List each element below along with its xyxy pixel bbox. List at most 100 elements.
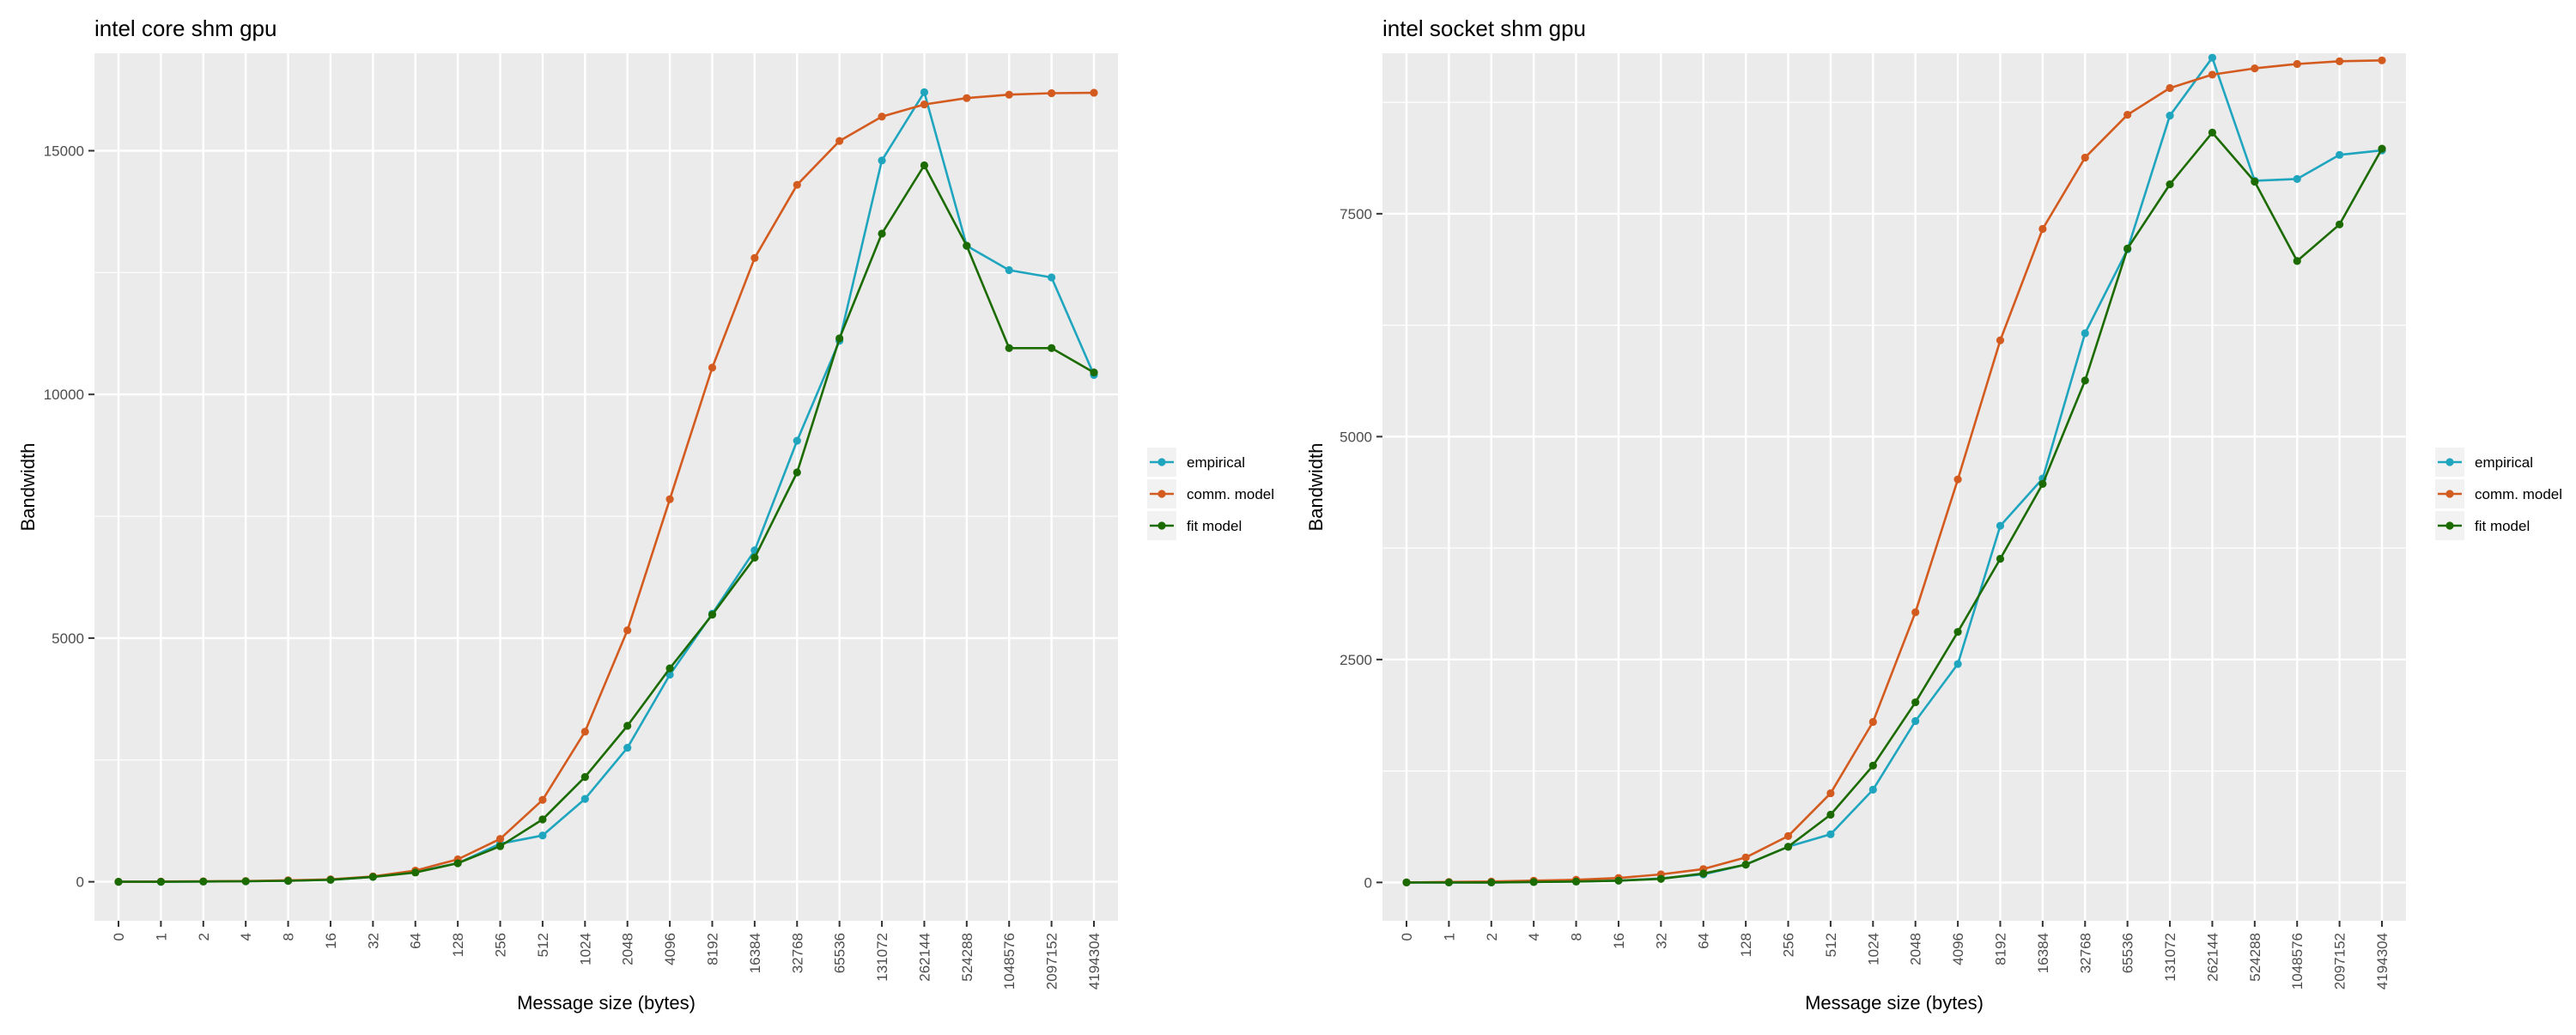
point-empirical <box>2336 150 2344 159</box>
point-comm-model <box>750 253 759 262</box>
point-fit-model <box>750 553 759 562</box>
y-axis-label: Bandwidth <box>1305 443 1327 532</box>
point-fit-model <box>2293 257 2301 265</box>
point-comm-model <box>2208 70 2217 79</box>
x-tick-label: 2097152 <box>1044 933 1060 989</box>
legend-key-point <box>2445 521 2454 530</box>
x-tick-label: 16 <box>1611 933 1627 949</box>
point-comm-model <box>2081 153 2089 162</box>
x-tick-label: 512 <box>535 933 551 957</box>
point-fit-model <box>1048 344 1056 352</box>
point-fit-model <box>1444 878 1453 886</box>
point-empirical <box>1953 660 1962 668</box>
y-axis-label: Bandwidth <box>17 443 39 532</box>
x-tick-label: 262144 <box>2204 933 2221 982</box>
point-comm-model <box>2038 224 2047 234</box>
chart-title: intel core shm gpu <box>94 15 276 41</box>
x-tick-label: 65536 <box>832 933 848 973</box>
point-comm-model <box>2378 56 2386 64</box>
point-empirical <box>920 88 929 96</box>
point-fit-model <box>1614 876 1623 885</box>
x-tick-label: 2048 <box>620 933 636 965</box>
x-axis-label: Message size (bytes) <box>517 992 696 1014</box>
point-empirical <box>1996 521 2005 530</box>
x-tick-label: 524288 <box>2247 933 2263 982</box>
chart-intel-core-shm-gpu: 0 5000 10000 15000 0 1 2 4 8 16 32 64 128 256 512 1024 2… <box>17 15 1274 1014</box>
point-fit-model <box>1953 628 1962 636</box>
point-fit-model <box>2251 177 2259 186</box>
point-fit-model <box>114 878 123 886</box>
point-fit-model <box>1487 878 1496 886</box>
x-axis-label: Message size (bytes) <box>1805 992 1984 1014</box>
point-comm-model <box>1953 475 1962 484</box>
point-comm-model <box>1868 717 1877 727</box>
point-fit-model <box>156 878 165 886</box>
point-empirical <box>538 831 547 840</box>
point-fit-model <box>2166 180 2174 189</box>
x-tick-label: 16384 <box>747 933 763 973</box>
point-empirical <box>580 795 589 803</box>
x-tick-label: 1048576 <box>2289 933 2306 989</box>
point-comm-model <box>1090 88 1098 97</box>
chart-panel-right: 0 2500 5000 7500 0 1 2 4 8 16 32 64 128 256 512 1024 204… <box>1288 0 2576 1031</box>
x-tick-label: 131072 <box>2162 933 2178 982</box>
point-fit-model <box>1783 843 1793 851</box>
y-tick-label: 10000 <box>44 387 84 403</box>
point-comm-model <box>1911 608 1920 617</box>
x-tick-label: 128 <box>450 933 466 957</box>
legend: empirical comm. model fit model <box>2435 447 2562 540</box>
legend-label: empirical <box>1187 454 1245 471</box>
x-tick-label: 16384 <box>2035 933 2051 973</box>
x-tick-label: 2 <box>1484 933 1500 941</box>
x-tick-label: 128 <box>1738 933 1754 957</box>
point-fit-model <box>411 868 420 877</box>
plot-panel <box>94 53 1118 921</box>
point-comm-model <box>2123 111 2132 119</box>
point-comm-model <box>708 363 717 372</box>
point-fit-model <box>326 875 335 884</box>
legend-label: empirical <box>2475 454 2533 471</box>
y-tick-label: 0 <box>1364 874 1372 891</box>
point-comm-model <box>2293 59 2301 69</box>
x-tick-label: 4194304 <box>2374 933 2391 989</box>
point-comm-model <box>623 626 632 635</box>
point-comm-model <box>2166 83 2174 93</box>
point-fit-model <box>495 842 505 850</box>
point-comm-model <box>495 835 505 843</box>
y-tick-label: 7500 <box>1340 206 1372 222</box>
point-fit-model <box>835 334 844 343</box>
x-tick-label: 65536 <box>2120 933 2136 973</box>
point-empirical <box>1048 273 1056 282</box>
point-fit-model <box>1005 344 1013 352</box>
point-fit-model <box>1571 877 1581 886</box>
x-tick-label: 2048 <box>1908 933 1924 965</box>
x-tick-label: 4 <box>1526 933 1542 941</box>
x-tick-label: 32 <box>1653 933 1669 949</box>
x-tick-label: 32768 <box>789 933 805 973</box>
point-comm-model <box>665 495 674 503</box>
x-tick-label: 32768 <box>2077 933 2093 973</box>
x-tick-label: 16 <box>323 933 339 949</box>
point-empirical <box>1826 830 1835 838</box>
point-fit-model <box>1402 878 1411 886</box>
point-comm-model <box>1996 336 2005 344</box>
point-fit-model <box>1699 869 1708 878</box>
point-empirical <box>2081 329 2089 338</box>
point-fit-model <box>1090 368 1098 377</box>
y-tick-label: 2500 <box>1340 652 1372 668</box>
series-line-comm-model <box>1406 59 2383 884</box>
x-tick-label: 262144 <box>916 933 933 982</box>
point-comm-model <box>793 180 801 189</box>
point-fit-model <box>2123 244 2132 253</box>
plot-panel <box>1382 53 2406 921</box>
point-empirical <box>2293 174 2301 183</box>
point-comm-model <box>835 137 844 145</box>
x-tick-label: 4096 <box>662 933 678 965</box>
x-tick-label: 1 <box>1441 933 1457 941</box>
point-fit-model <box>538 815 547 824</box>
x-tick-label: 0 <box>1399 933 1415 941</box>
point-empirical <box>793 436 801 445</box>
point-comm-model <box>920 100 929 109</box>
y-tick-label: 5000 <box>52 630 84 647</box>
x-tick-label: 64 <box>408 933 424 949</box>
